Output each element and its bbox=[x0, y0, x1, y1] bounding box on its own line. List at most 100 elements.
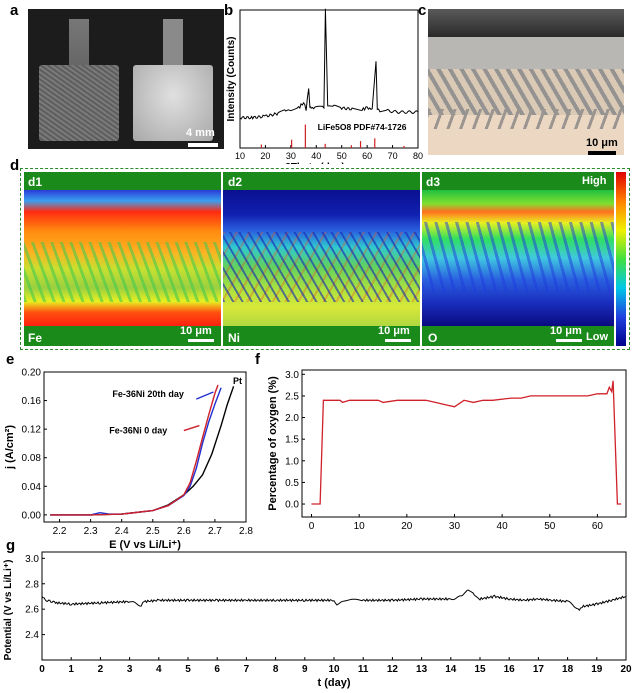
map-element-o: O bbox=[428, 331, 438, 345]
y-tick-label: 2.0 bbox=[285, 413, 299, 424]
x-tick-label: 2.4 bbox=[115, 526, 129, 537]
x-tick-label: 20 bbox=[401, 521, 413, 532]
x-tick-label: 2.3 bbox=[84, 526, 98, 537]
x-tick-label: 0 bbox=[309, 521, 315, 532]
panel-label-d: d bbox=[10, 157, 20, 174]
reference-label: LiFe5O8 PDF#74-1726 bbox=[318, 122, 407, 132]
x-tick-label: 1 bbox=[68, 664, 74, 675]
y-tick-label: 2.5 bbox=[285, 391, 299, 402]
lsv-curve-0 bbox=[50, 386, 235, 516]
lsv-curve-2 bbox=[50, 384, 219, 516]
plot-frame bbox=[43, 371, 247, 523]
x-tick-label: 16 bbox=[504, 664, 516, 675]
map-scale-bar-d3 bbox=[556, 339, 582, 342]
x-tick-label: 5 bbox=[185, 664, 191, 675]
y-tick-label: 0.08 bbox=[22, 453, 42, 464]
x-tick-label: 2 bbox=[98, 664, 104, 675]
sample-after bbox=[131, 19, 216, 141]
map-id-d3: d3 bbox=[426, 175, 441, 189]
y-tick-label: 2.4 bbox=[25, 630, 39, 641]
y-tick-label: 0.5 bbox=[285, 478, 299, 489]
x-tick-label: 50 bbox=[337, 151, 347, 161]
pointer-20th-day bbox=[196, 391, 214, 400]
lsv-curve-1 bbox=[50, 387, 222, 516]
x-axis-label: E (V vs Li/Li⁺) bbox=[109, 539, 181, 551]
panel-label-b: b bbox=[224, 2, 234, 19]
map-id-d2: d2 bbox=[228, 175, 243, 189]
panel-label-a: a bbox=[10, 2, 19, 19]
x-tick-label: 0 bbox=[39, 664, 45, 675]
potential-trace bbox=[41, 589, 627, 612]
plot-frame bbox=[301, 369, 627, 518]
x-tick-label: 40 bbox=[311, 151, 321, 161]
colorbar bbox=[616, 172, 626, 346]
y-tick-label: 1.5 bbox=[285, 435, 299, 446]
x-tick-label: 17 bbox=[533, 664, 545, 675]
map-o bbox=[422, 172, 614, 346]
colorbar-high-label: High bbox=[582, 175, 607, 187]
x-tick-label: 10 bbox=[235, 151, 245, 161]
x-tick-label: 3 bbox=[127, 664, 133, 675]
map-scale-bar-d1 bbox=[188, 339, 214, 342]
x-tick-label: 2.2 bbox=[53, 526, 67, 537]
map-scale-d1: 10 μm bbox=[180, 325, 212, 337]
x-tick-label: 30 bbox=[449, 521, 461, 532]
y-axis-label: Intensity (Counts) bbox=[226, 37, 237, 122]
y-tick-label: 3.0 bbox=[285, 370, 299, 381]
x-tick-label: 50 bbox=[544, 521, 556, 532]
xrd-pattern bbox=[239, 8, 419, 120]
x-axis-label: 2Theta (deg) bbox=[285, 162, 344, 164]
map-scale-bar-d2 bbox=[385, 339, 411, 342]
y-tick-label: 3.0 bbox=[25, 554, 39, 565]
x-tick-label: 12 bbox=[387, 664, 399, 675]
y-tick-label: 2.8 bbox=[25, 579, 39, 590]
x-tick-label: 8 bbox=[273, 664, 279, 675]
potential-chart: 0 1 2 3 4 5 6 7 8 9 10 11 12 13 14 15 16 17 18 19 202.42.62.… bbox=[3, 551, 632, 689]
map-ni bbox=[223, 172, 420, 346]
panel-label-c: c bbox=[418, 2, 427, 19]
y-tick-label: 0.16 bbox=[22, 396, 42, 407]
x-tick-label: 2.7 bbox=[208, 526, 222, 537]
curve-label-pt: Pt bbox=[233, 376, 242, 386]
x-tick-label: 6 bbox=[214, 664, 220, 675]
lsv-chart: 2.2 2.3 2.4 2.5 2.6 2.7 2.8 0.00 0.04 0.08 0.12 0.1… bbox=[4, 368, 253, 552]
oxygen-trace bbox=[311, 380, 622, 505]
curve-label-20th-day: Fe-36Ni 20th day bbox=[112, 389, 184, 399]
scale-bar-a bbox=[188, 143, 218, 147]
x-tick-label: 7 bbox=[244, 664, 250, 675]
y-tick-label: 0.04 bbox=[22, 482, 42, 493]
xrd-chart: 10 20 30 40 50 60 70 80 2Theta (deg) Intensity (C… bbox=[226, 8, 423, 164]
x-tick-label: 19 bbox=[591, 664, 603, 675]
x-tick-label: 14 bbox=[445, 664, 457, 675]
scale-bar-c bbox=[588, 151, 616, 155]
y-axis-label: Potential (V vs Li/Li⁺) bbox=[3, 560, 14, 661]
map-element-ni: Ni bbox=[228, 331, 240, 345]
panel-label-e: e bbox=[6, 351, 15, 368]
sample-photo: 4 mm bbox=[28, 9, 224, 149]
y-axis-label: Percentage of oxygen (%) bbox=[267, 376, 279, 511]
pointer-0-day bbox=[183, 424, 200, 432]
x-tick-label: 13 bbox=[416, 664, 428, 675]
x-tick-label: 20 bbox=[620, 664, 632, 675]
panel-label-g: g bbox=[6, 537, 16, 554]
map-id-d1: d1 bbox=[28, 175, 43, 189]
y-tick-label: 2.6 bbox=[25, 605, 39, 616]
x-tick-label: 18 bbox=[562, 664, 574, 675]
x-tick-label: 60 bbox=[592, 521, 604, 532]
x-tick-label: 2.8 bbox=[239, 526, 253, 537]
oxygen-chart: 0 10 20 30 40 50 60 0.0 0.5 1.0 1.5 2.0 2.5 3.0 Percen… bbox=[267, 369, 627, 532]
y-tick-label: 0.0 bbox=[285, 500, 299, 511]
x-tick-label: 30 bbox=[286, 151, 296, 161]
y-tick-label: 0.20 bbox=[22, 368, 42, 379]
curve-label-0-day: Fe-36Ni 0 day bbox=[109, 425, 167, 435]
y-tick-label: 0.00 bbox=[22, 510, 42, 521]
x-tick-label: 2.5 bbox=[146, 526, 160, 537]
x-tick-label: 11 bbox=[358, 664, 369, 675]
x-tick-label: 70 bbox=[388, 151, 398, 161]
x-tick-label: 10 bbox=[354, 521, 366, 532]
x-tick-label: 80 bbox=[413, 151, 423, 161]
y-axis-label: j (A/cm²) bbox=[4, 425, 16, 470]
x-tick-label: 2.6 bbox=[177, 526, 191, 537]
map-scale-d2: 10 μm bbox=[378, 325, 410, 337]
plot-frame bbox=[41, 551, 627, 661]
